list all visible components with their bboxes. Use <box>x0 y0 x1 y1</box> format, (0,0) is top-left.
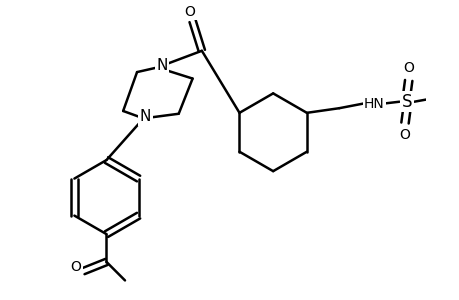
Text: O: O <box>403 61 413 75</box>
Text: S: S <box>401 93 411 111</box>
Text: N: N <box>140 109 151 124</box>
Text: O: O <box>184 5 195 19</box>
Text: O: O <box>399 128 409 142</box>
Text: S: S <box>457 118 459 133</box>
Text: HN: HN <box>363 97 384 111</box>
Text: O: O <box>70 260 81 274</box>
Text: N: N <box>156 58 168 73</box>
